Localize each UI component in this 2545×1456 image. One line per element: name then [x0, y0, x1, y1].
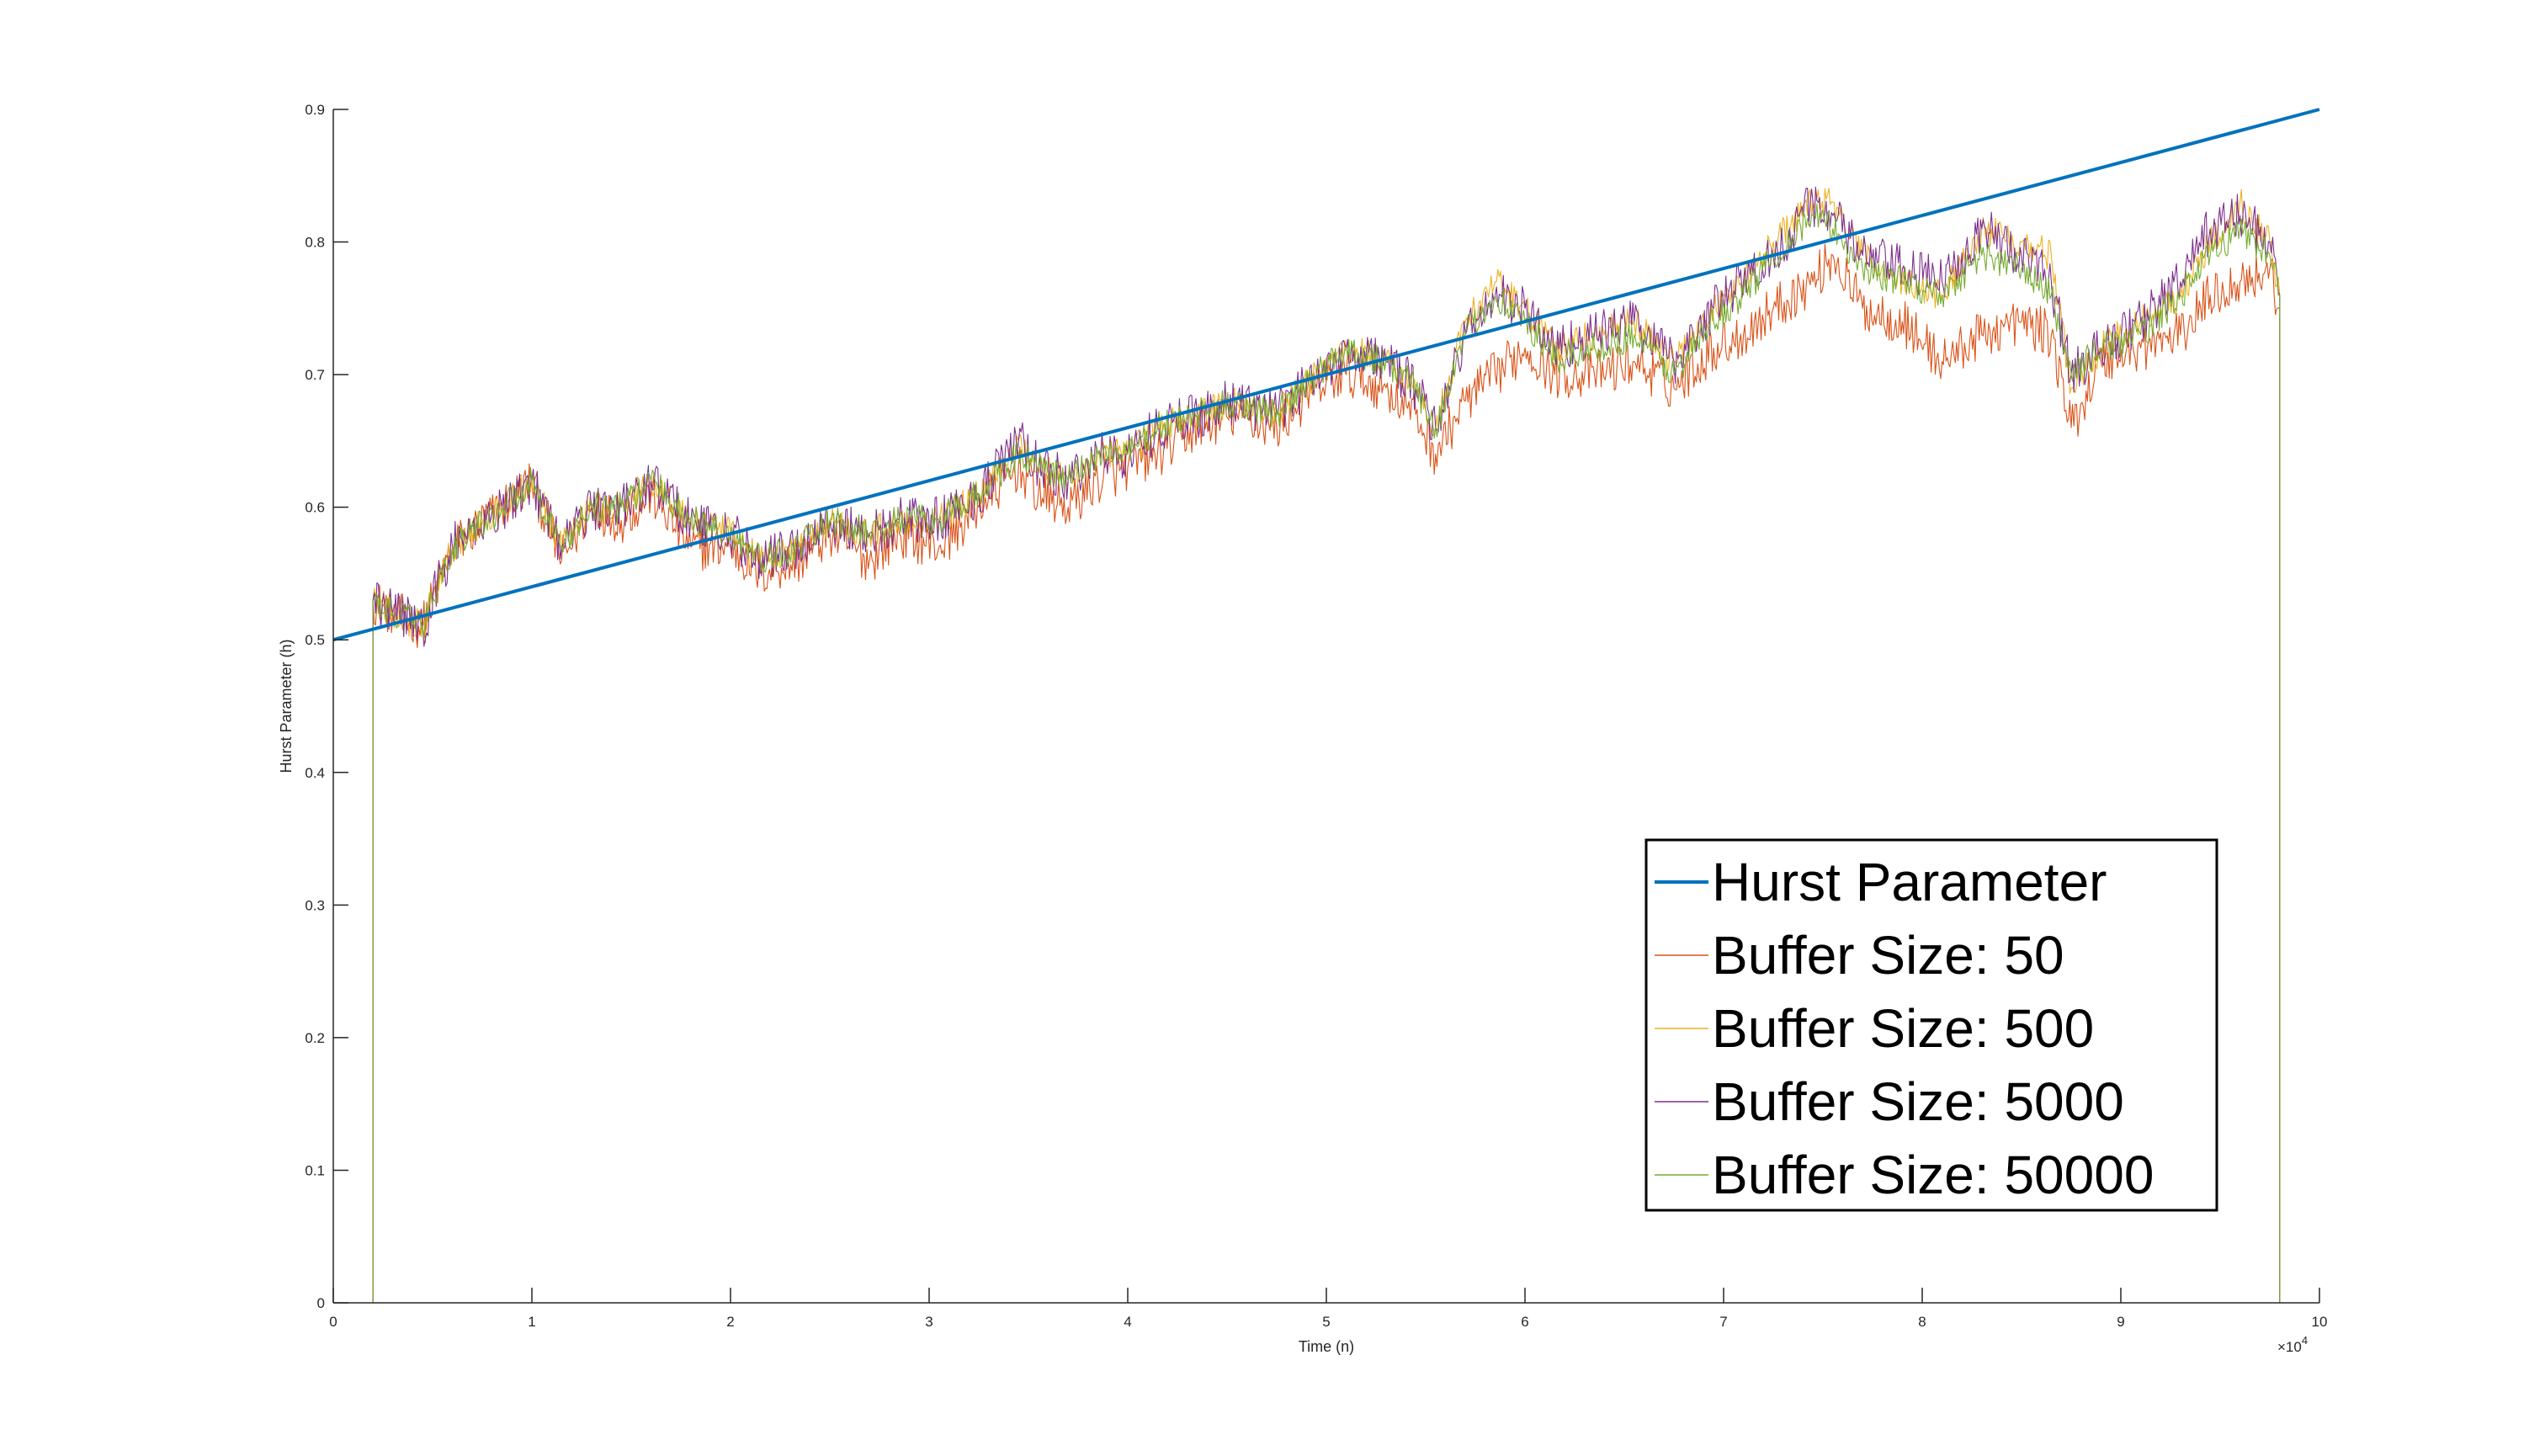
y-tick-label: 0.1 — [305, 1162, 325, 1178]
x-multiplier-exponent: 4 — [2302, 1334, 2308, 1347]
x-tick-label: 4 — [1124, 1314, 1131, 1330]
x-tick-label: 0 — [329, 1314, 337, 1330]
x-tick-label: 9 — [2117, 1314, 2124, 1330]
y-tick-label: 0.8 — [305, 235, 325, 251]
y-tick-label: 0.7 — [305, 367, 325, 383]
y-tick-label: 0.5 — [305, 632, 325, 648]
y-axis-label: Hurst Parameter (h) — [278, 639, 295, 773]
ticks-layer: 0 1 2 3 4 5 6 7 8 9 10 0 0.1 0.2 0.3 0.4 0.5 0.6 0.7 0.8 0.9 — [305, 102, 2327, 1330]
x-tick-label: 5 — [1322, 1314, 1330, 1330]
x-multiplier-base: ×10 — [2277, 1339, 2302, 1355]
series-line-buffer-size-50000 — [372, 203, 2281, 1303]
legend-label-buffer-size-50000: Buffer Size: 50000 — [1712, 1145, 2154, 1205]
y-tick-label: 0 — [317, 1295, 325, 1311]
x-axis-label: Time (n) — [1299, 1338, 1354, 1355]
legend-label-buffer-size-50: Buffer Size: 50 — [1712, 925, 2064, 986]
series-layer — [332, 108, 2320, 1303]
legend-label-hurst-parameter: Hurst Parameter — [1712, 852, 2107, 912]
legend: Hurst Parameter Buffer Size: 50 Buffer Siz… — [1644, 838, 2218, 1212]
x-tick-label: 1 — [528, 1314, 535, 1330]
x-tick-label: 8 — [1918, 1314, 1926, 1330]
series-line-buffer-size-50 — [372, 243, 2281, 1303]
x-tick-label: 3 — [925, 1314, 932, 1330]
y-tick-label: 0.9 — [305, 102, 325, 118]
series-line-hurst-parameter — [332, 108, 2320, 642]
series-line-buffer-size-5000 — [372, 186, 2281, 1303]
y-tick-label: 0.4 — [305, 765, 325, 781]
legend-label-buffer-size-500: Buffer Size: 500 — [1712, 998, 2094, 1059]
y-tick-label: 0.3 — [305, 897, 325, 913]
x-tick-label: 2 — [726, 1314, 734, 1330]
x-multiplier-label: ×104 — [2277, 1334, 2308, 1355]
y-tick-label: 0.2 — [305, 1030, 325, 1046]
x-tick-label: 6 — [1521, 1314, 1528, 1330]
legend-box — [1644, 838, 2218, 1212]
y-tick-label: 0.6 — [305, 500, 325, 516]
legend-label-buffer-size-5000: Buffer Size: 5000 — [1712, 1071, 2124, 1132]
x-tick-label: 10 — [2312, 1314, 2328, 1330]
x-tick-label: 7 — [1719, 1314, 1727, 1330]
